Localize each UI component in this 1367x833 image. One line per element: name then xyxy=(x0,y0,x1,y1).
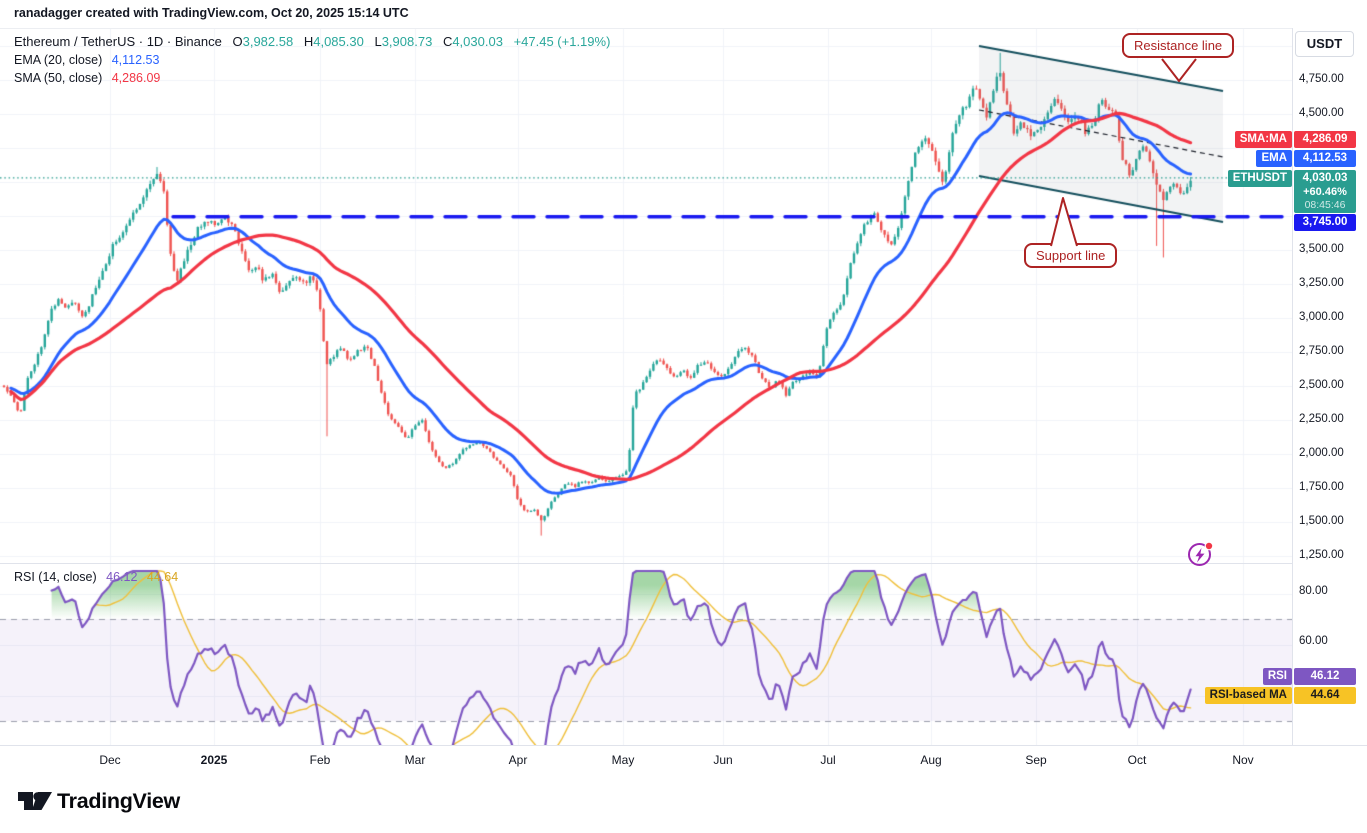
symbol-axis-tag: ETHUSDT xyxy=(1227,170,1292,187)
time-axis-label: Feb xyxy=(309,753,331,767)
level-axis-value: 3,745.00 xyxy=(1294,214,1356,231)
price-axis-label: 3,250.00 xyxy=(1299,277,1344,289)
price-axis-label: 1,250.00 xyxy=(1299,549,1344,561)
ohlc-high-value: 4,085.30 xyxy=(313,34,364,49)
ema-label: EMA (20, close) xyxy=(14,53,103,67)
price-axis-label: 2,250.00 xyxy=(1299,413,1344,425)
time-axis-label: Jun xyxy=(713,753,733,767)
bar-countdown: 08:45:46 xyxy=(1304,199,1346,211)
ohlc-high-letter: H xyxy=(303,34,314,49)
rsi-label: RSI (14, close) xyxy=(14,570,97,584)
price-axis-label: 3,500.00 xyxy=(1299,243,1344,255)
rsi-ma-value: 44.64 xyxy=(146,570,179,584)
ohlc-open-letter: O xyxy=(232,34,243,49)
time-axis-label: Dec xyxy=(99,753,121,767)
last-price-axis-badge: 4,030.03 +60.46% 08:45:46 xyxy=(1294,170,1356,213)
ema-value: 4,112.53 xyxy=(111,53,160,67)
flash-ideas-icon[interactable] xyxy=(1184,538,1216,570)
change-value: +47.45 (+1.19%) xyxy=(513,34,611,49)
rsi-axis-value: 46.12 xyxy=(1294,668,1356,685)
price-axis-label: 4,500.00 xyxy=(1299,107,1344,119)
last-price-change-pct: +60.46% xyxy=(1303,186,1347,198)
currency-unit-button[interactable]: USDT xyxy=(1295,31,1354,57)
pane-divider[interactable] xyxy=(0,563,1367,564)
price-axis-label: 3,000.00 xyxy=(1299,311,1344,323)
tradingview-logo-text: TradingView xyxy=(57,789,180,813)
symbol-title: Ethereum / TetherUS · 1D · Binance xyxy=(14,34,222,49)
rsi-ma-axis-tag: RSI-based MA xyxy=(1204,687,1292,704)
price-axis-label: 1,500.00 xyxy=(1299,515,1344,527)
rsi-axis-label: 80.00 xyxy=(1299,585,1328,597)
price-axis-label: 4,750.00 xyxy=(1299,73,1344,85)
ohlc-close-letter: C xyxy=(442,34,453,49)
sma-value: 4,286.09 xyxy=(111,71,161,85)
symbol-legend-row[interactable]: Ethereum / TetherUS · 1D · Binance O3,98… xyxy=(14,34,610,49)
price-axis-label: 1,750.00 xyxy=(1299,481,1344,493)
rsi-legend-row[interactable]: RSI (14, close) 46.12 44.64 xyxy=(14,570,178,584)
ohlc-open-value: 3,982.58 xyxy=(242,34,294,49)
resistance-line-callout[interactable]: Resistance line xyxy=(1122,33,1235,58)
time-axis-label: May xyxy=(611,753,635,767)
sma-legend-row[interactable]: SMA (50, close) 4,286.09 xyxy=(14,71,160,85)
price-axis-label: 2,000.00 xyxy=(1299,447,1344,459)
ohlc-low-value: 3,908.73 xyxy=(381,34,433,49)
time-axis-label: Mar xyxy=(404,753,426,767)
price-axis-label: 2,500.00 xyxy=(1299,379,1344,391)
time-axis[interactable]: Dec 2025 Feb Mar Apr May Jun Jul Aug Sep Oct Nov xyxy=(0,745,1367,775)
ema-axis-value: 4,112.53 xyxy=(1294,150,1356,167)
support-line-callout[interactable]: Support line xyxy=(1024,243,1118,268)
tradingview-logo-icon[interactable] xyxy=(16,786,316,822)
pane-top-border xyxy=(0,28,1367,29)
time-axis-label: Nov xyxy=(1232,753,1254,767)
time-axis-label: Aug xyxy=(920,753,942,767)
rsi-value: 46.12 xyxy=(106,570,138,584)
ohlc-low-letter: L xyxy=(374,34,382,49)
time-axis-label: Oct xyxy=(1127,753,1147,767)
sma-axis-value: 4,286.09 xyxy=(1294,131,1356,148)
price-chart-canvas[interactable] xyxy=(0,28,1292,563)
rsi-ma-axis-value: 44.64 xyxy=(1294,687,1356,704)
ema-axis-tag: EMA xyxy=(1256,150,1292,167)
sma-label: SMA (50, close) xyxy=(14,71,103,85)
sma-axis-tag: SMA:MA xyxy=(1234,131,1292,148)
price-axis-label: 2,750.00 xyxy=(1299,345,1344,357)
rsi-axis-label: 60.00 xyxy=(1299,635,1328,647)
time-axis-label: Sep xyxy=(1025,753,1047,767)
watermark-attribution: ranadagger created with TradingView.com,… xyxy=(14,6,409,20)
rsi-axis-tag: RSI xyxy=(1262,668,1292,685)
time-axis-label: Apr xyxy=(508,753,528,767)
rsi-chart-canvas[interactable] xyxy=(0,563,1292,745)
last-price-value: 4,030.03 xyxy=(1302,172,1348,184)
ohlc-close-value: 4,030.03 xyxy=(452,34,503,49)
time-axis-label: Jul xyxy=(820,753,836,767)
time-axis-label: 2025 xyxy=(200,753,228,767)
ema-legend-row[interactable]: EMA (20, close) 4,112.53 xyxy=(14,53,159,67)
